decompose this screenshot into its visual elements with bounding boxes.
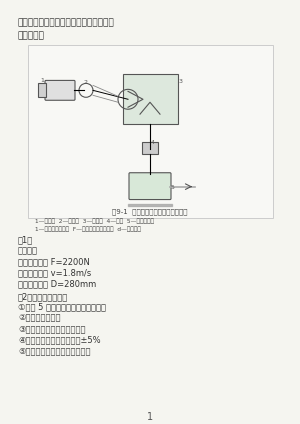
Text: 1: 1 <box>147 412 153 422</box>
Text: 驱动滚筒直径 D=280mm: 驱动滚筒直径 D=280mm <box>18 279 96 288</box>
Bar <box>142 142 158 154</box>
Text: ②载荷有轻微冲击: ②载荷有轻微冲击 <box>18 314 61 323</box>
Text: 运动简图：: 运动简图： <box>18 32 45 41</box>
Text: ③运送煤、灰、沙等松散物质: ③运送煤、灰、沙等松散物质 <box>18 325 86 334</box>
Text: ④运输带线速度允许误差为±5%: ④运输带线速度允许误差为±5% <box>18 335 100 345</box>
Text: ①使用 5 年，双班制工作，单向工作: ①使用 5 年，双班制工作，单向工作 <box>18 303 106 312</box>
Text: 运输带牵引力 F=2200N: 运输带牵引力 F=2200N <box>18 257 90 266</box>
Text: （1）: （1） <box>18 235 33 244</box>
Text: 5: 5 <box>171 185 175 190</box>
Text: 1: 1 <box>40 78 44 84</box>
Text: 原始数据: 原始数据 <box>18 246 38 255</box>
Bar <box>123 75 178 124</box>
FancyBboxPatch shape <box>45 81 75 100</box>
Text: 1—电动机  2—弹性轴  3—减速器  4—滚筒  5—输送带零件: 1—电动机 2—弹性轴 3—减速器 4—滚筒 5—输送带零件 <box>35 218 154 224</box>
Text: 设计题目：一级圆锥齿轮减速器传动方案: 设计题目：一级圆锥齿轮减速器传动方案 <box>18 18 115 27</box>
Text: ⑤有中等规模机械厂个数量生产: ⑤有中等规模机械厂个数量生产 <box>18 346 91 355</box>
Bar <box>38 84 46 97</box>
Bar <box>28 45 273 218</box>
Text: 2: 2 <box>83 81 87 85</box>
FancyBboxPatch shape <box>129 173 171 200</box>
Text: 图9-1  单级圆锥减速器传动装置简图: 图9-1 单级圆锥减速器传动装置简图 <box>112 209 188 215</box>
Text: 3: 3 <box>179 79 183 84</box>
Text: 1—带轮边带行进度  F—原机齿速带标准里占  d—带轮直径: 1—带轮边带行进度 F—原机齿速带标准里占 d—带轮直径 <box>35 226 141 232</box>
Text: 运输带线速度 v=1.8m/s: 运输带线速度 v=1.8m/s <box>18 268 91 277</box>
Text: （2）工作条件及要求: （2）工作条件及要求 <box>18 292 68 301</box>
Text: 4: 4 <box>151 140 155 145</box>
